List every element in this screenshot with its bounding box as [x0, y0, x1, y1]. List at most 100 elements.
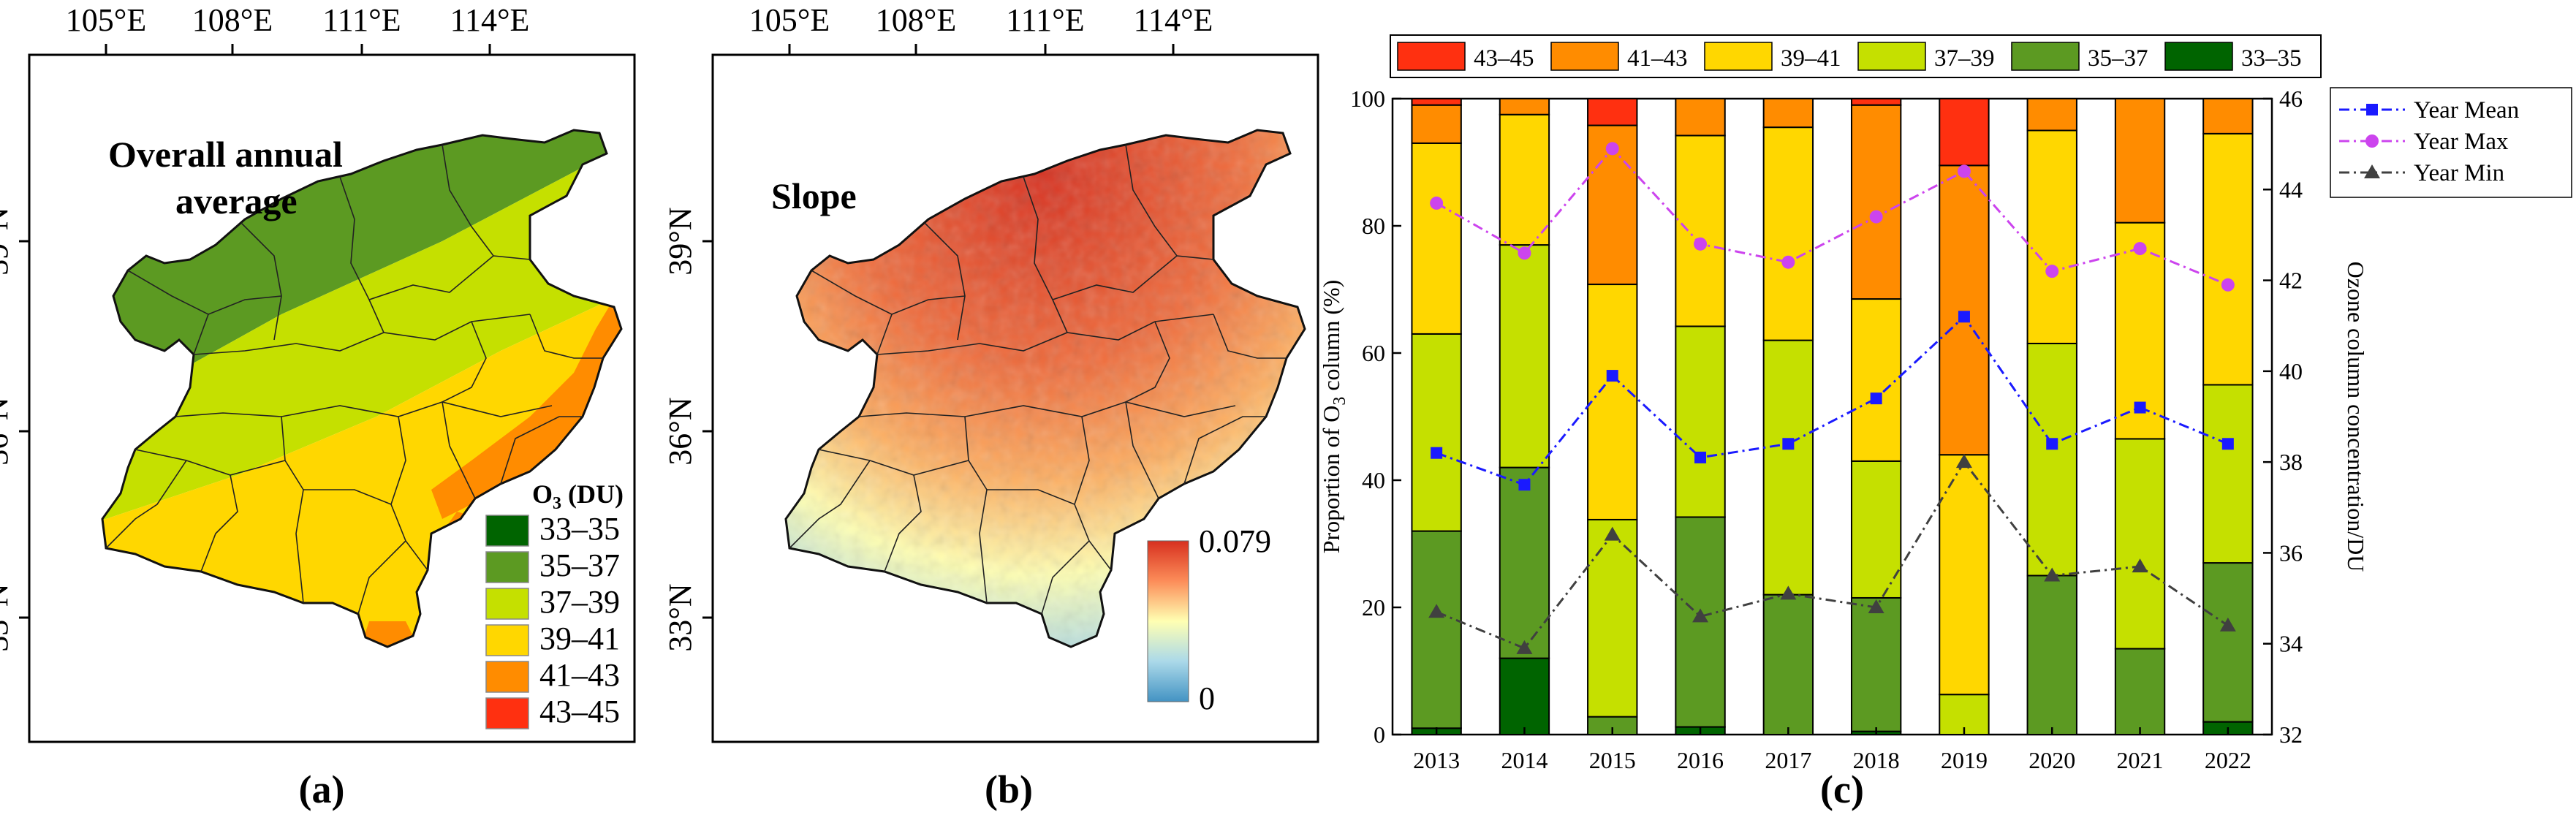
line-legend-marker: [2366, 104, 2378, 115]
county-border: [858, 401, 1236, 417]
legend-label: 35–37: [539, 547, 620, 583]
panel-b-frame: [711, 53, 1319, 743]
series-point: [1782, 438, 1795, 450]
ylabel-left-main: Proportion of O: [1318, 406, 1344, 554]
slope-colorbar: [1147, 540, 1189, 702]
series-point: [1694, 237, 1708, 251]
bar-segment: [2202, 132, 2254, 386]
axes: 0 20 40 60 80 100 32 34 36 38 40 42 44 46 2013 2014 2015…: [1350, 86, 2303, 773]
series-point: [2045, 265, 2059, 278]
series-point: [1780, 585, 1797, 600]
legend-title: O3 (DU): [532, 479, 624, 513]
panel-c: 43–45 41–43 39–41 37–39 35–37 33–35 0 20 40 60 80…: [1318, 34, 2572, 811]
county-border: [987, 489, 1075, 505]
y-tick-label-left: 60: [1362, 340, 1385, 366]
line-legend: Year Mean Year Max Year Min: [2330, 87, 2572, 198]
bar-legend-swatch: [1704, 42, 1773, 71]
panel-b-lon-ticks: 105°E 108°E 111°E 114°E: [749, 2, 1213, 55]
bar-segment: [1939, 454, 1990, 696]
lon-tick-label: 108°E: [192, 2, 273, 38]
bar-segment: [1411, 98, 1462, 106]
legend-label: 33–35: [539, 511, 620, 547]
legend-swatch: [485, 661, 529, 693]
county-border: [105, 460, 187, 549]
bar-segment: [2202, 384, 2254, 564]
panel-b-lat-ticks: 39°N 36°N 33°N: [662, 207, 713, 652]
bar-segment: [2026, 129, 2077, 344]
county-border: [127, 270, 209, 355]
ozone-band: [102, 130, 621, 417]
bar-segment: [2202, 98, 2254, 134]
county-border: [442, 401, 476, 499]
bar-segment: [1850, 298, 1902, 462]
series-point: [1694, 451, 1707, 463]
lat-tick-label: 36°N: [0, 397, 15, 465]
bar-segment: [2202, 562, 2254, 723]
lat-tick-label: 36°N: [662, 397, 698, 465]
bar-segment: [1939, 164, 1990, 456]
colorbar-min-label: 0: [1199, 680, 1215, 716]
x-tick-label: 2020: [2028, 747, 2075, 773]
series-line: [1436, 315, 2229, 486]
series-point: [1516, 640, 1533, 654]
bar-segment: [2114, 648, 2166, 735]
county-border: [1183, 416, 1266, 485]
bar-segment: [1411, 530, 1462, 729]
series-point: [1957, 164, 1971, 178]
lon-tick-label: 114°E: [450, 2, 530, 38]
bar-segment: [2026, 342, 2077, 577]
bar-segment: [1939, 98, 1990, 167]
series-point: [1955, 454, 1972, 469]
y-tick-label-right: 36: [2279, 539, 2303, 566]
bar-segment: [1411, 142, 1462, 335]
bar-segment: [1762, 593, 1814, 735]
series-point: [1428, 604, 1445, 618]
y-tick-label-left: 20: [1362, 594, 1385, 621]
y-tick-label-right: 32: [2279, 721, 2303, 748]
y-tick-label-right: 46: [2279, 86, 2303, 112]
lon-tick-label: 111°E: [1006, 2, 1084, 38]
lon-tick-label: 111°E: [322, 2, 401, 38]
bar-segment: [2114, 98, 2166, 224]
bar-segment: [1499, 244, 1550, 469]
x-tick-label: 2015: [1589, 747, 1636, 773]
series-point: [2133, 242, 2147, 256]
bar-legend-label: 41–43: [1627, 45, 1688, 72]
county-border: [1041, 540, 1090, 615]
series-point: [2134, 401, 2146, 414]
bar-legend: 43–45 41–43 39–41 37–39 35–37 33–35: [1390, 34, 2322, 78]
bar-legend-swatch: [1550, 42, 1619, 71]
bar-segment: [1762, 126, 1814, 341]
y-tick-label-left: 100: [1350, 86, 1385, 112]
panel-a-title-line2: average: [175, 181, 298, 221]
bar-segment: [1762, 98, 1814, 129]
county-border: [876, 314, 1214, 355]
legend-label: 37–39: [539, 584, 620, 620]
ozone-band: [431, 292, 621, 519]
county-border: [1125, 144, 1214, 260]
county-border: [357, 540, 406, 615]
panel-b-label: (b): [985, 767, 1033, 811]
bar-segment: [1587, 518, 1638, 718]
panel-a-lat-ticks: 39°N 36°N 33°N: [0, 207, 29, 652]
bar-segment: [1587, 98, 1638, 126]
y-tick-label-right: 40: [2279, 358, 2303, 384]
panel-a: 105°E 108°E 111°E 114°E 39°N 36°N 33°N Overal…: [0, 2, 636, 811]
panel-a-lon-ticks: 105°E 108°E 111°E 114°E: [66, 2, 530, 55]
lat-tick-label: 39°N: [662, 207, 698, 275]
ylabel-left-rest: column (%): [1318, 280, 1344, 397]
lat-tick-label: 33°N: [0, 583, 15, 651]
county-border: [884, 474, 922, 572]
bar-segment: [1411, 333, 1462, 532]
slope-texture: [786, 130, 1305, 647]
series-point: [2132, 558, 2148, 573]
county-border: [368, 255, 494, 300]
series-point: [1604, 526, 1621, 541]
legend-title-unit: (DU): [561, 479, 624, 509]
panel-c-label: (c): [1820, 767, 1864, 811]
bar-segment: [1499, 466, 1550, 659]
bar-segment: [1499, 657, 1550, 735]
county-border: [1052, 255, 1178, 300]
stacked-bars: [1411, 98, 2254, 736]
county-border: [339, 176, 384, 333]
